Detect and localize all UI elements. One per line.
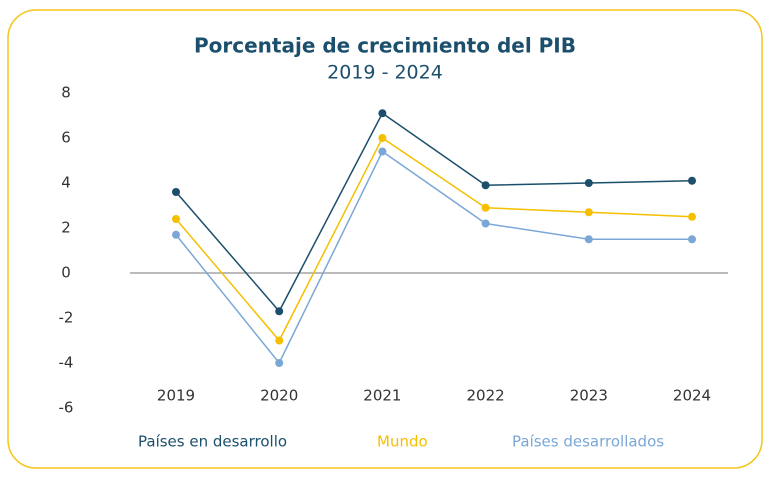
series-line: [175, 150, 692, 365]
point: [275, 336, 284, 345]
series-line: [175, 136, 693, 342]
x-tick-label: 2020: [260, 387, 298, 405]
y-tick-label: 4: [61, 174, 71, 192]
y-tick-label: -2: [59, 309, 74, 327]
point: [584, 179, 593, 187]
point: [172, 230, 180, 239]
y-tick-label: 6: [61, 129, 71, 147]
point: [481, 181, 490, 190]
point: [172, 188, 180, 196]
x-tick-label: 2022: [467, 387, 505, 405]
y-tick-label: 0: [61, 264, 71, 282]
chart-title: Porcentaje de crecimiento del PIB: [194, 34, 576, 58]
y-tick-label: 8: [61, 84, 71, 102]
point: [688, 212, 696, 221]
point: [688, 235, 696, 244]
legend-label: Países en desarrollo: [138, 433, 287, 451]
chart-subtitle: 2019 - 2024: [327, 62, 443, 84]
point: [275, 307, 284, 316]
x-tick-label: 2021: [363, 387, 401, 405]
point: [481, 203, 490, 212]
legend-label: Países desarrollados: [512, 433, 664, 451]
y-tick-label: -4: [59, 354, 74, 372]
point: [688, 176, 696, 185]
point: [481, 219, 490, 228]
point: [378, 147, 387, 156]
point: [378, 134, 387, 142]
point: [378, 109, 387, 118]
y-tick-label: -6: [59, 399, 74, 417]
x-tick-label: 2024: [673, 387, 711, 405]
point: [584, 235, 593, 244]
point: [172, 215, 180, 223]
point: [275, 359, 284, 367]
series-line: [175, 112, 693, 313]
x-tick-label: 2023: [570, 387, 608, 405]
x-tick-label: 2019: [157, 387, 195, 405]
y-tick-label: 2: [61, 219, 71, 237]
frame: [7, 9, 763, 469]
point: [584, 208, 593, 217]
legend-label: Mundo: [377, 433, 428, 451]
